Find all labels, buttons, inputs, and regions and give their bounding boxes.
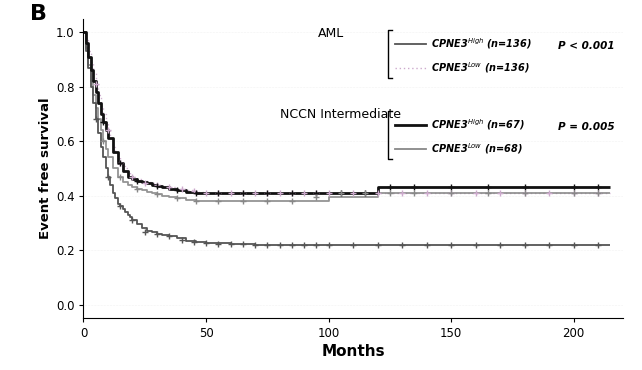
Text: CPNE3$^{Low}$ (n=68): CPNE3$^{Low}$ (n=68) [431,141,523,156]
Text: P < 0.001: P < 0.001 [558,41,614,51]
Text: NCCN Intermediate: NCCN Intermediate [281,108,401,121]
X-axis label: Months: Months [321,344,385,359]
Text: AML: AML [318,27,344,40]
Text: P = 0.005: P = 0.005 [558,122,614,132]
Y-axis label: Event free survival: Event free survival [39,98,51,239]
Text: B: B [30,3,46,24]
Text: CPNE3$^{High}$ (n=136): CPNE3$^{High}$ (n=136) [431,37,532,51]
Text: CPNE3$^{High}$ (n=67): CPNE3$^{High}$ (n=67) [431,117,525,132]
Text: CPNE3$^{Low}$ (n=136): CPNE3$^{Low}$ (n=136) [431,60,530,75]
